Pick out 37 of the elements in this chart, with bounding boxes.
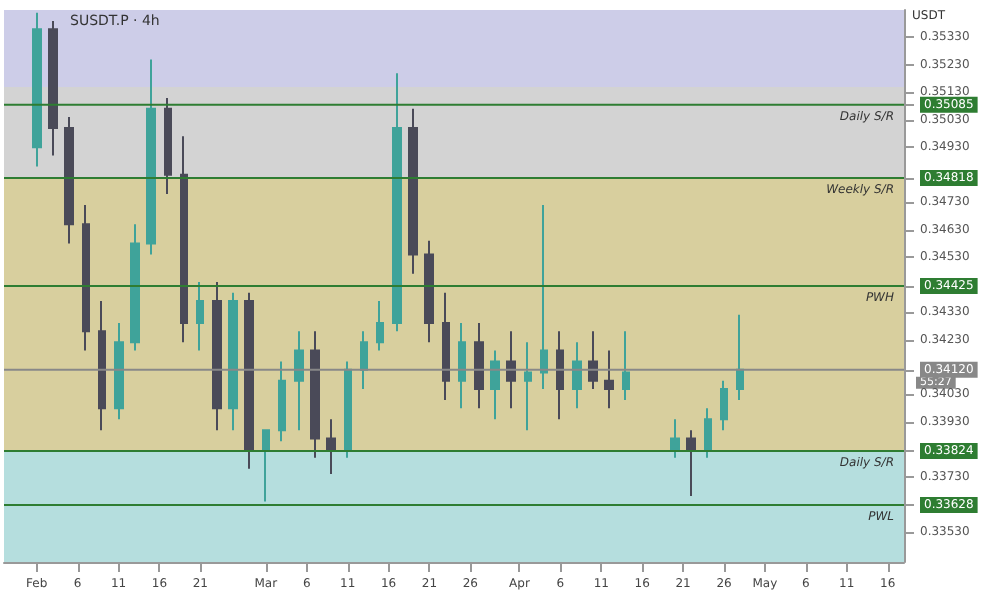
candlestick (458, 322, 466, 410)
candlestick (82, 203, 90, 352)
candlestick (32, 11, 42, 168)
candlestick (130, 223, 140, 352)
candlestick (344, 360, 352, 459)
candlestick (490, 349, 500, 421)
candlestick (262, 429, 270, 503)
candlestick (326, 418, 336, 476)
candlestick (408, 107, 418, 275)
candlestick (360, 330, 368, 390)
candlestick (228, 291, 238, 432)
candlestick (540, 203, 548, 390)
candlestick (294, 330, 304, 432)
candlestick (64, 116, 74, 245)
candlestick (146, 58, 156, 256)
candlestick (604, 349, 614, 410)
candlestick (310, 330, 320, 459)
candlestick (474, 322, 484, 410)
candlestick (244, 291, 254, 470)
candlestick (164, 96, 172, 195)
candlestick (196, 280, 204, 352)
candlestick (376, 300, 384, 352)
candlestick (48, 19, 58, 157)
candlestick (524, 341, 532, 432)
candlestick (212, 280, 222, 432)
candlestick (588, 330, 598, 390)
candlestick (506, 330, 516, 410)
candlestick (442, 291, 450, 401)
candlestick (392, 72, 402, 333)
candlestick (572, 341, 582, 410)
candlestick (114, 322, 124, 421)
candlestick (180, 135, 188, 344)
candlestick (424, 239, 434, 344)
candlestick (278, 360, 286, 443)
candlestick (622, 330, 630, 401)
candlestick (556, 330, 564, 421)
candlestick (98, 300, 106, 432)
